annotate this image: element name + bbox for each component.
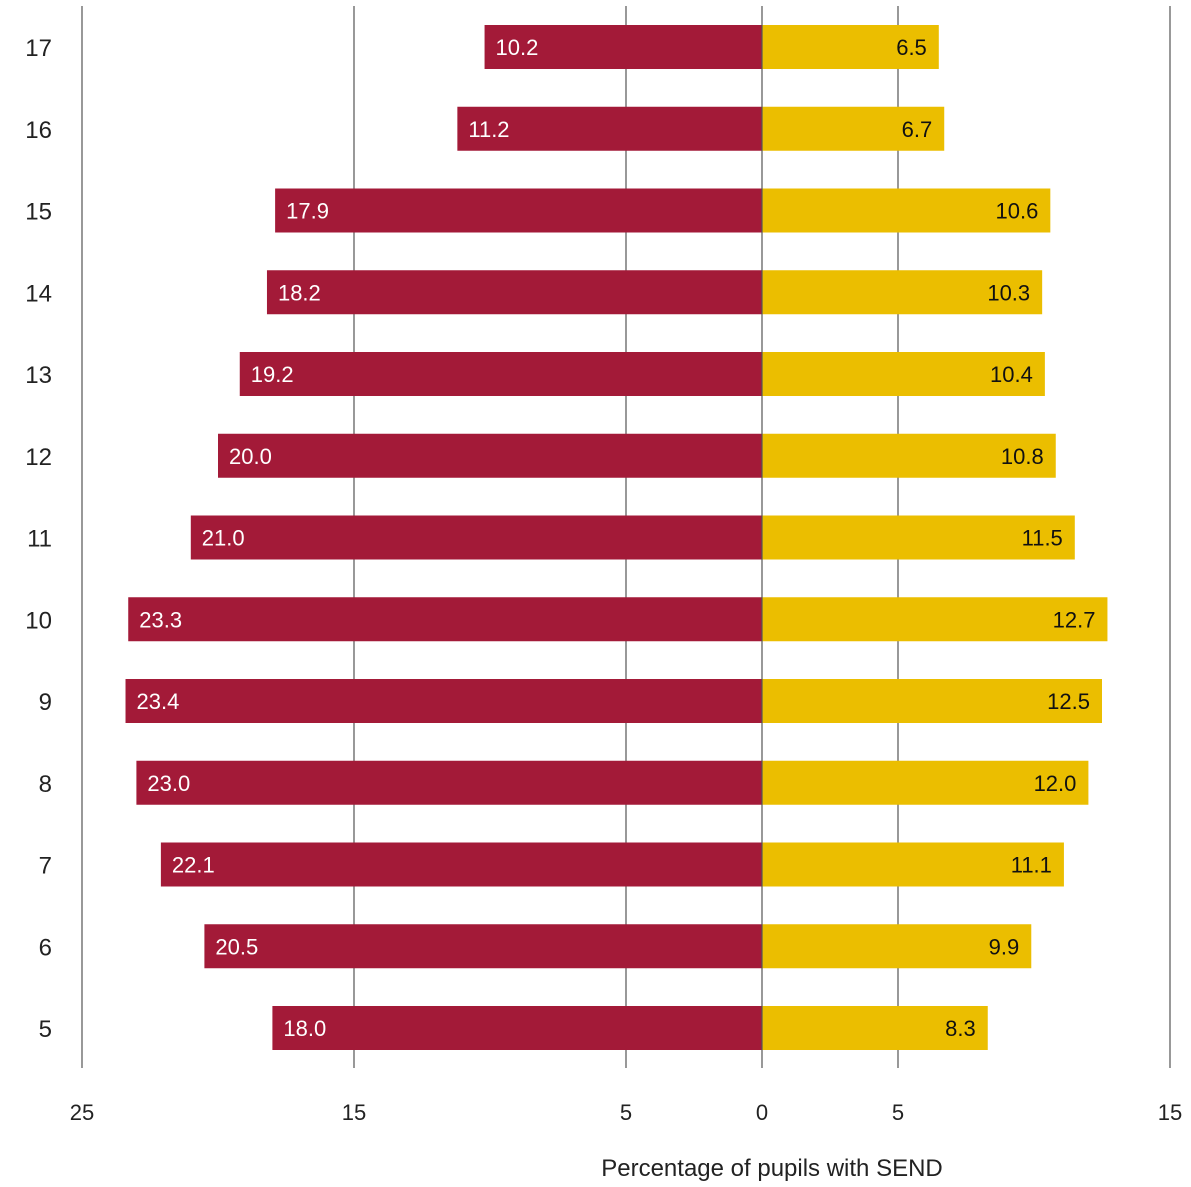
x-tick-label: 0 <box>756 1100 768 1125</box>
x-axis-title: Percentage of pupils with SEND <box>601 1155 943 1182</box>
bar-right-value-label: 10.4 <box>990 362 1033 387</box>
x-axis-ticks: 25 15 5 0 5 15 <box>70 1100 1182 1125</box>
category-label: 5 <box>39 1016 52 1043</box>
category-label: 15 <box>25 199 52 226</box>
bar-left <box>484 25 762 69</box>
x-tick-label: 5 <box>892 1100 904 1125</box>
bar-left-value-label: 10.2 <box>496 35 539 60</box>
bar-left <box>128 597 763 642</box>
bar-left-value-label: 22.1 <box>172 853 215 878</box>
category-label: 8 <box>39 771 52 798</box>
bar-right <box>762 924 1032 969</box>
x-tick-label: 15 <box>1158 1100 1182 1125</box>
bar-right <box>762 1006 988 1050</box>
bar-left-value-label: 20.0 <box>229 444 272 469</box>
bar-right-value-label: 6.7 <box>902 117 933 142</box>
bar-right <box>762 515 1075 560</box>
x-tick-label: 25 <box>70 1100 94 1125</box>
x-tick-label: 15 <box>342 1100 366 1125</box>
bar-left <box>190 515 763 560</box>
bar-left <box>125 679 762 723</box>
bar-right-value-label: 12.0 <box>1034 771 1077 796</box>
bar-right-value-label: 11.5 <box>1022 526 1063 551</box>
bar-right-value-label: 11.1 <box>1011 853 1052 878</box>
bar-left-value-label: 23.3 <box>139 607 182 632</box>
bar-left <box>204 924 762 969</box>
bar-right <box>762 188 1051 233</box>
bar-right-value-label: 10.8 <box>1001 444 1044 469</box>
bar-left-value-label: 23.0 <box>147 771 190 796</box>
bar-left <box>275 188 762 233</box>
bar-left <box>457 106 762 151</box>
bar-left <box>266 270 762 315</box>
bar-right-value-label: 12.5 <box>1047 689 1090 714</box>
category-label: 13 <box>25 362 52 389</box>
bar-right <box>762 842 1064 887</box>
bar-right <box>762 270 1043 315</box>
bar-right-value-label: 10.3 <box>987 280 1030 305</box>
bar-right <box>762 106 945 151</box>
category-label: 6 <box>39 934 52 961</box>
bar-left-value-label: 21.0 <box>202 526 245 551</box>
bar-left-value-label: 20.5 <box>215 934 258 959</box>
category-label: 16 <box>25 117 52 144</box>
bar-right-value-label: 6.5 <box>896 35 927 60</box>
bar-right-value-label: 8.3 <box>945 1016 976 1041</box>
category-label: 12 <box>25 444 52 471</box>
bar-right <box>762 597 1108 642</box>
bar-left-value-label: 11.2 <box>468 117 509 142</box>
x-tick-label: 5 <box>620 1100 632 1125</box>
bar-right <box>762 25 939 69</box>
bar-left <box>272 1006 762 1050</box>
category-label: 11 <box>27 526 52 553</box>
bar-right <box>762 760 1089 805</box>
category-label: 10 <box>25 607 52 634</box>
category-labels: 17 16 15 14 13 12 11 10 9 8 7 6 5 <box>25 35 52 1043</box>
bar-left <box>239 352 762 396</box>
bar-left-value-label: 19.2 <box>251 362 294 387</box>
bar-left-value-label: 18.0 <box>283 1016 326 1041</box>
bar-right <box>762 433 1056 478</box>
bar-right-value-label: 10.6 <box>995 199 1038 224</box>
bar-left <box>160 842 762 887</box>
bar-left-value-label: 23.4 <box>137 689 180 714</box>
category-label: 17 <box>25 35 52 62</box>
category-label: 7 <box>39 853 52 880</box>
bar-left <box>136 760 762 805</box>
bar-left <box>218 433 762 478</box>
bar-right <box>762 352 1045 396</box>
bar-right-value-label: 12.7 <box>1053 607 1096 632</box>
bars: 10.2 6.5 11.2 6.7 17.9 10.6 18.2 10.3 19.2 10.4 20… <box>125 6 1108 1068</box>
bar-right-value-label: 9.9 <box>989 934 1020 959</box>
category-label: 14 <box>25 280 52 307</box>
bar-left-value-label: 17.9 <box>286 199 329 224</box>
category-label: 9 <box>39 689 52 716</box>
bar-left-value-label: 18.2 <box>278 280 321 305</box>
bar-right <box>762 679 1102 723</box>
